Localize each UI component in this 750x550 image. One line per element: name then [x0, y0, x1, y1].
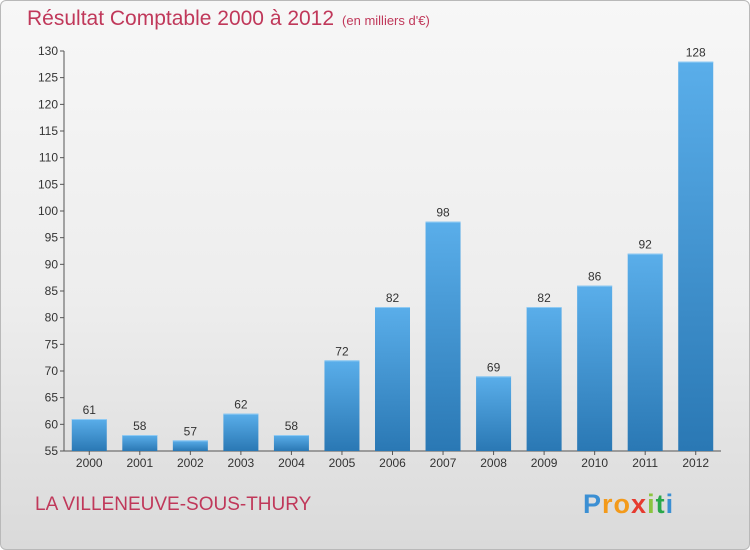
x-tick-label: 2001: [126, 456, 153, 470]
x-tick-label: 2008: [480, 456, 507, 470]
bar: [273, 435, 309, 451]
x-tick-label: 2004: [278, 456, 305, 470]
bar: [71, 419, 107, 451]
y-tick-label: 120: [38, 97, 58, 111]
y-tick-label: 65: [45, 391, 59, 405]
y-tick-label: 95: [45, 231, 59, 245]
y-tick-label: 125: [38, 71, 58, 85]
proxiti-logo: Proxiti: [583, 489, 674, 520]
data-label: 62: [234, 398, 248, 412]
bar: [375, 307, 410, 451]
y-tick-label: 100: [38, 204, 58, 218]
bar: [526, 307, 562, 451]
x-tick-label: 2010: [581, 456, 608, 470]
bar: [172, 440, 208, 451]
x-tick-label: 2002: [177, 456, 204, 470]
data-label: 82: [537, 291, 551, 305]
logo-letter: i: [647, 489, 656, 519]
data-label: 61: [83, 403, 97, 417]
x-tick-label: 2012: [682, 456, 709, 470]
logo-letter: x: [631, 489, 648, 519]
y-tick-label: 115: [39, 124, 58, 138]
y-tick-label: 60: [45, 417, 59, 431]
logo-letter: r: [602, 489, 614, 519]
bar: [324, 360, 360, 451]
x-tick-label: 2007: [430, 456, 457, 470]
x-tick-label: 2009: [531, 456, 558, 470]
logo-letter: P: [583, 489, 603, 519]
data-label: 72: [335, 344, 349, 358]
bar: [223, 413, 259, 451]
y-tick-label: 70: [45, 364, 59, 378]
x-tick-label: 2000: [76, 456, 103, 470]
bar: [627, 253, 663, 451]
labels: 61 58 57 62 58 72 82 98 69 82 86 92 128: [83, 46, 706, 439]
logo-letter: o: [613, 489, 632, 519]
bars: [71, 61, 714, 452]
data-label: 58: [133, 419, 147, 433]
bar: [577, 285, 613, 451]
logo-letter: t: [655, 489, 666, 519]
bar: [678, 61, 714, 452]
y-tick-label: 110: [39, 151, 58, 165]
x-tick-label: 2011: [632, 456, 658, 470]
data-label: 69: [487, 360, 501, 374]
chart-title: Résultat Comptable 2000 à 2012 (en millie…: [27, 7, 430, 31]
y-tick-label: 55: [45, 444, 59, 458]
x-tick-label: 2006: [379, 456, 406, 470]
place-name: LA VILLENEUVE-SOUS-THURY: [35, 494, 312, 515]
data-label: 57: [184, 424, 198, 438]
y-tick-label: 130: [38, 44, 58, 58]
y-tick-label: 75: [45, 337, 59, 351]
data-label: 86: [588, 270, 602, 284]
data-label: 128: [686, 46, 706, 60]
y-tick-label: 105: [38, 177, 58, 191]
data-label: 58: [285, 419, 299, 433]
y-tick-label: 80: [45, 311, 59, 325]
chart-title-text: Résultat Comptable 2000 à 2012: [27, 7, 335, 30]
y-tick-label: 85: [45, 284, 59, 298]
chart-subtitle: (en milliers d'€): [342, 13, 430, 28]
y-tick-label: 90: [45, 257, 59, 271]
bar: [425, 221, 461, 451]
x-tick-label: 2005: [329, 456, 356, 470]
bar: [476, 376, 512, 451]
logo-letter: i: [665, 489, 675, 519]
data-label: 92: [639, 238, 653, 252]
bar: [122, 435, 158, 451]
data-label: 98: [436, 206, 450, 220]
data-label: 82: [386, 291, 400, 305]
x-tick-label: 2003: [228, 456, 255, 470]
